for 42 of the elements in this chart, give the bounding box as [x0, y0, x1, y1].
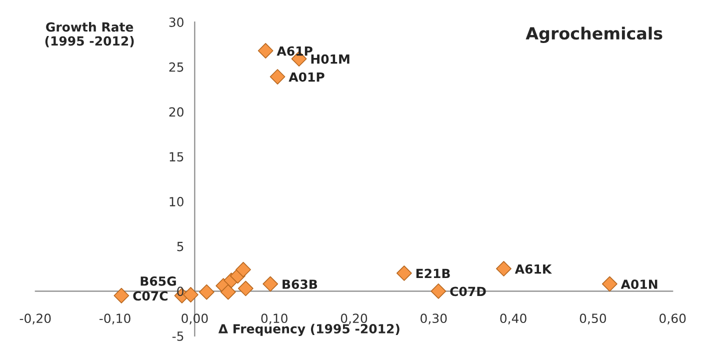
annotation: H01M	[311, 54, 350, 64]
y-tick-label: -5	[172, 332, 184, 341]
point	[114, 288, 130, 304]
point	[262, 276, 278, 292]
x-tick-label: 0,30	[420, 314, 447, 324]
point	[270, 69, 286, 84]
point	[183, 287, 198, 302]
annotation: A01P	[288, 72, 324, 82]
point	[496, 261, 512, 276]
point	[198, 284, 214, 300]
y-tick-label: 5	[177, 242, 184, 252]
y-tick-label: 0	[177, 286, 184, 296]
annotation: B63B	[282, 280, 318, 289]
x-tick-label: 0,40	[500, 314, 526, 324]
point	[430, 283, 446, 299]
y-tick-label: 25	[169, 62, 184, 72]
y-tick-label: 20	[169, 107, 184, 117]
x-tick-label: 0,60	[660, 314, 686, 324]
y-tick-label: 10	[170, 196, 184, 206]
y-axis-title: Growth Rate (1995 -2012)	[45, 22, 134, 48]
y-tick-label: 15	[170, 152, 184, 162]
annotation: A01N	[620, 280, 658, 289]
x-tick-label: -0,10	[99, 314, 130, 324]
y-tick-label: 30	[169, 18, 184, 27]
x-axis-title: Δ Frequency (1995 -2012)	[218, 324, 400, 336]
x-tick-label: 0,10	[261, 314, 288, 324]
annotation: C07C	[133, 291, 168, 301]
annotation: E21B	[416, 268, 450, 278]
chart-title: Agrochemicals	[526, 26, 662, 44]
point	[220, 284, 236, 300]
point	[396, 266, 412, 281]
point	[602, 276, 618, 292]
x-tick-label: -0,20	[20, 314, 51, 324]
annotation: C07D	[450, 286, 486, 296]
x-tick-label: 0,50	[580, 314, 606, 324]
point	[258, 43, 274, 58]
x-tick-label: 0,20	[340, 314, 368, 324]
point	[238, 280, 254, 296]
point	[236, 262, 251, 278]
annotation: A61K	[514, 264, 552, 274]
annotation: A61P	[276, 46, 312, 56]
annotation: B65G	[140, 276, 176, 286]
